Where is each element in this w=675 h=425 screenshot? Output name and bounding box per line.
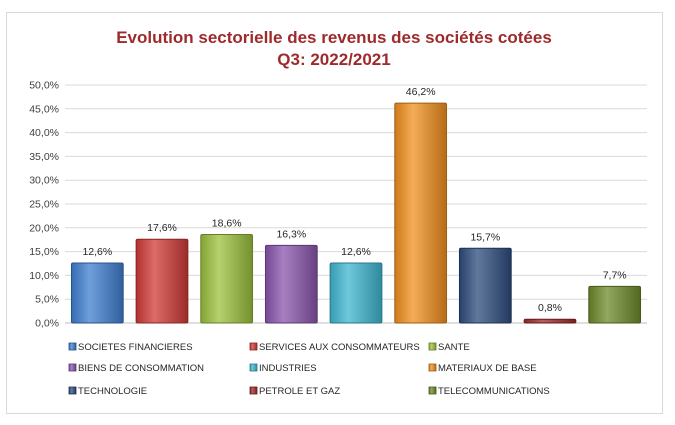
bar — [264, 244, 318, 324]
bar — [70, 262, 124, 324]
data-label: 12,6% — [341, 246, 371, 258]
y-axis-ticks: 0,0% 5,0% 10,0% 15,0% 20,0% 25,0% 30,0% 35,0% 40… — [29, 80, 59, 330]
bar — [394, 102, 448, 324]
legend-label: SERVICES AUX CONSOMMATEURS — [259, 342, 420, 353]
bar — [523, 318, 577, 324]
legend-swatch — [249, 363, 258, 372]
data-label: 7,7% — [603, 269, 627, 281]
y-tick-label: 30,0% — [29, 175, 59, 187]
bar — [135, 238, 189, 324]
y-tick-label: 20,0% — [29, 222, 59, 234]
bar — [329, 262, 383, 324]
data-label: 15,7% — [470, 231, 500, 243]
data-label: 16,3% — [276, 228, 306, 240]
legend-swatch — [428, 363, 437, 372]
legend-label: INDUSTRIES — [259, 363, 317, 374]
chart-frame: Evolution sectorielle des revenus des so… — [6, 12, 663, 414]
y-tick-label: 0,0% — [35, 318, 59, 330]
bars — [70, 102, 642, 324]
data-label: 12,6% — [82, 246, 112, 258]
y-tick-label: 35,0% — [29, 151, 59, 163]
chart-subtitle: Q3: 2022/2021 — [277, 50, 390, 69]
data-label: 0,8% — [538, 302, 562, 314]
y-tick-label: 50,0% — [29, 80, 59, 92]
chart-title: Evolution sectorielle des revenus des so… — [116, 28, 552, 47]
legend-label: TECHNOLOGIE — [78, 386, 147, 397]
legend-label: SANTE — [438, 342, 470, 353]
data-label: 18,6% — [212, 217, 242, 229]
y-tick-label: 45,0% — [29, 103, 59, 115]
y-tick-label: 5,0% — [35, 294, 59, 306]
y-tick-label: 15,0% — [29, 246, 59, 258]
legend-label: TELECOMMUNICATIONS — [438, 386, 550, 397]
legend-label: PETROLE ET GAZ — [259, 386, 340, 397]
legend-swatch — [428, 342, 437, 351]
y-tick-label: 40,0% — [29, 127, 59, 139]
data-label: 46,2% — [406, 86, 436, 98]
legend-swatch — [68, 342, 77, 351]
legend: SOCIETES FINANCIERES SERVICES AUX CONSOMM… — [68, 342, 550, 397]
legend-label: BIENS DE CONSOMMATION — [78, 363, 204, 374]
legend-swatch — [68, 363, 77, 372]
legend-swatch — [428, 386, 437, 395]
bar-chart: Evolution sectorielle des revenus des so… — [29, 28, 647, 397]
data-label: 17,6% — [147, 222, 177, 234]
y-tick-label: 10,0% — [29, 270, 59, 282]
legend-swatch — [249, 386, 258, 395]
legend-label: MATERIAUX DE BASE — [438, 363, 537, 374]
bar — [200, 233, 254, 324]
legend-swatch — [249, 342, 258, 351]
bar — [458, 247, 512, 324]
data-labels: 12,6% 17,6% 18,6% 16,3% 12,6% 46,2% 15,7% 0,8% 7… — [82, 86, 626, 314]
y-tick-label: 25,0% — [29, 199, 59, 211]
bar — [588, 285, 642, 324]
legend-swatch — [68, 386, 77, 395]
legend-label: SOCIETES FINANCIERES — [78, 342, 193, 353]
